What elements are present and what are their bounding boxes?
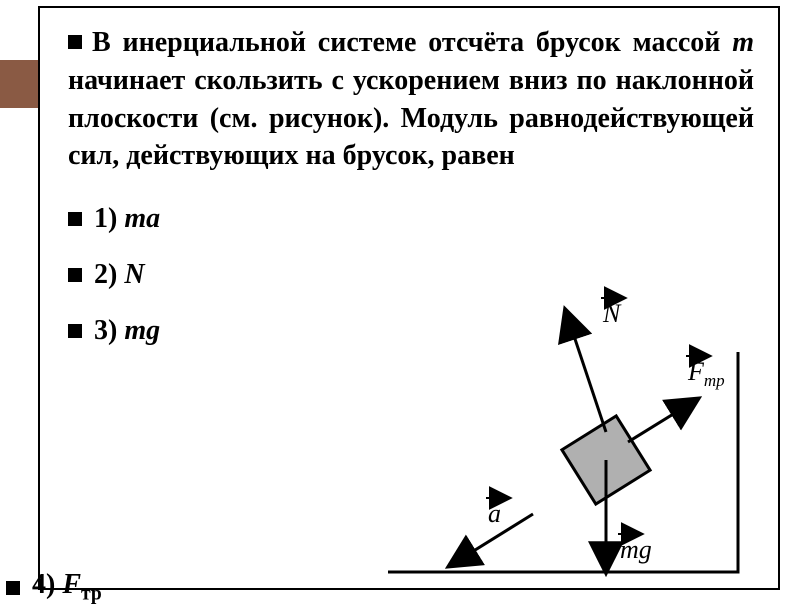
incline-diagram: N Fтр mg a (368, 282, 758, 582)
question-text: В инер­ци­аль­ной си­сте­ме отсчёта бру­… (40, 8, 778, 179)
bullet-icon (68, 324, 82, 338)
option-4-label: 4) Fтр (32, 569, 102, 606)
svg-text:Fтр: Fтр (687, 357, 725, 390)
option-4-val: F (62, 569, 81, 600)
svg-text:mg: mg (620, 535, 652, 564)
bullet-icon (68, 212, 82, 226)
option-1-num: 1) (94, 203, 124, 234)
option-1: 1) ma (68, 203, 754, 235)
bullet-icon (6, 581, 20, 595)
option-4: 4) Fтр (6, 569, 102, 606)
bullet-icon (68, 35, 82, 49)
svg-text:a: a (488, 499, 501, 528)
option-4-sub: тр (81, 584, 102, 605)
bullet-icon (68, 268, 82, 282)
content-frame: В инер­ци­аль­ной си­сте­ме отсчёта бру­… (38, 6, 780, 590)
option-2-label: 2) N (94, 259, 145, 291)
option-2-num: 2) (94, 259, 124, 290)
option-3-val: mg (124, 315, 160, 346)
question-part1: В инер­ци­аль­ной си­сте­ме отсчёта бру­… (92, 27, 732, 58)
question-var-m: m (732, 27, 754, 58)
option-3-num: 3) (94, 315, 124, 346)
option-1-label: 1) ma (94, 203, 160, 235)
option-1-val: ma (124, 203, 160, 234)
accent-bar (0, 60, 38, 108)
question-part2: на­чи­на­ет сколь­зить с уско­ре­ни­ем в… (68, 65, 754, 172)
option-3-label: 3) mg (94, 315, 160, 347)
option-4-num: 4) (32, 569, 62, 600)
option-2-val: N (124, 259, 144, 290)
svg-text:N: N (602, 299, 622, 328)
